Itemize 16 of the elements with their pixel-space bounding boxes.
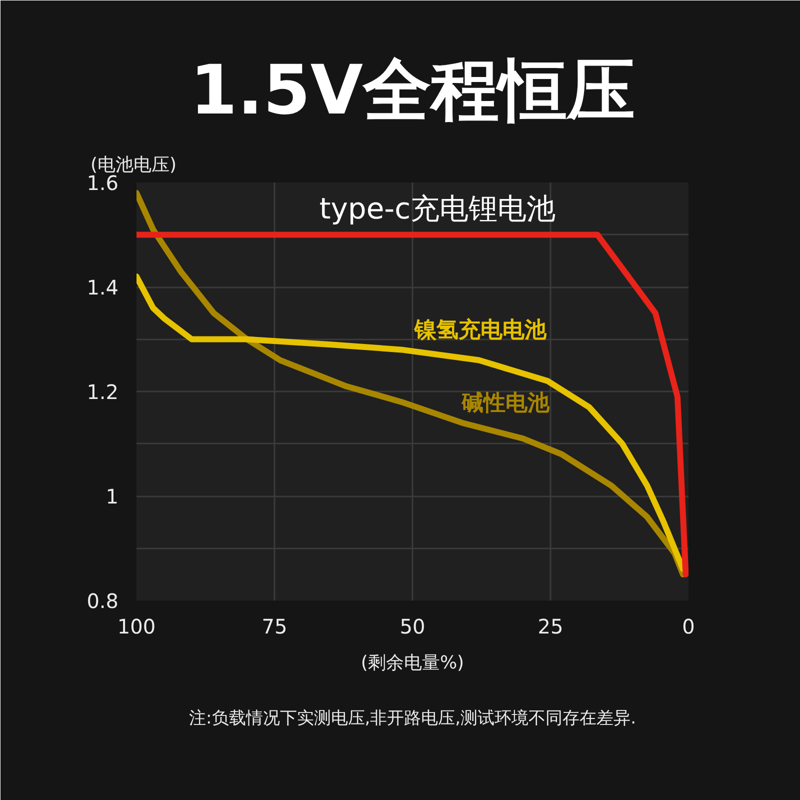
y-tick-label: 1	[106, 484, 119, 508]
x-tick-label: 25	[538, 614, 564, 638]
chart-title: 1.5V全程恒压	[190, 52, 636, 130]
y-tick-label: 1.2	[86, 380, 119, 404]
y-tick-label: 1.4	[86, 276, 119, 300]
series-label: 镍氢充电电池	[414, 317, 548, 343]
y-tick-label: 0.8	[86, 589, 119, 613]
series-label: type-c充电锂电池	[319, 192, 556, 226]
y-axis-title: (电池电压)	[90, 154, 177, 176]
x-tick-label: 100	[117, 614, 156, 638]
series-label: 碱性电池	[460, 391, 550, 416]
x-tick-label: 75	[262, 614, 288, 638]
x-tick-label: 50	[400, 614, 426, 638]
x-axis-title: (剩余电量%)	[360, 652, 464, 674]
text: 注:负载情况下实测电压,非开路电压,测试环境不同存在差异.	[189, 708, 636, 728]
x-tick-label: 0	[682, 614, 695, 638]
